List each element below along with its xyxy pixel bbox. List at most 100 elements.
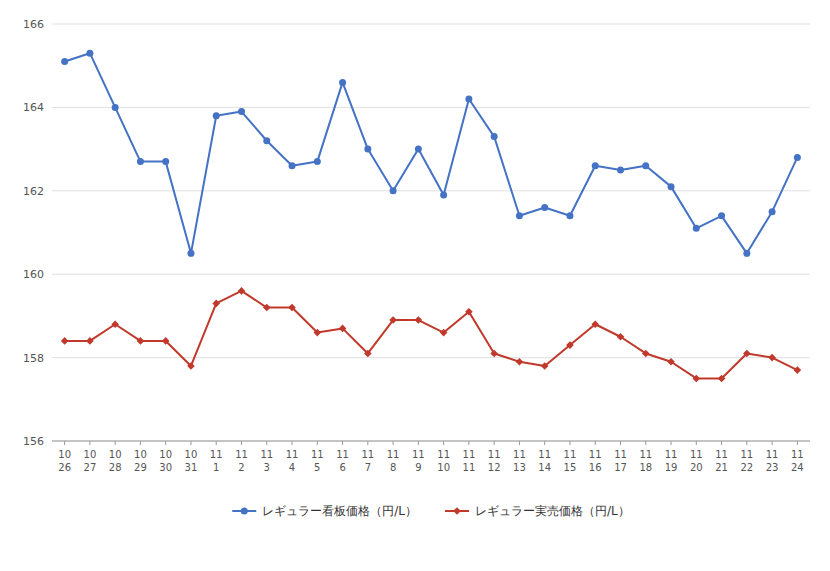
point xyxy=(212,300,220,308)
x-tick xyxy=(342,441,343,445)
grid-line xyxy=(52,107,810,108)
x-tick-label: 1117 xyxy=(614,449,627,473)
point xyxy=(743,350,751,358)
x-tick-label: 1112 xyxy=(488,449,501,473)
x-tick xyxy=(292,441,293,445)
point xyxy=(440,329,448,337)
point xyxy=(314,329,322,337)
x-tick xyxy=(468,441,469,445)
x-tick xyxy=(367,441,368,445)
x-tick xyxy=(64,441,65,445)
x-tick-label: 119 xyxy=(412,449,425,473)
point xyxy=(187,250,194,257)
y-tick-label: 156 xyxy=(23,435,44,448)
x-tick-label: 117 xyxy=(361,449,374,473)
x-tick xyxy=(115,441,116,445)
y-tick-label: 160 xyxy=(23,268,44,281)
point xyxy=(541,362,549,370)
x-tick-label: 1026 xyxy=(58,449,71,473)
x-tick-label: 113 xyxy=(260,449,273,473)
y-tick-label: 162 xyxy=(23,185,44,198)
point xyxy=(718,375,726,383)
x-tick xyxy=(721,441,722,445)
point xyxy=(137,337,145,345)
x-tick-label: 1031 xyxy=(185,449,198,473)
point xyxy=(516,212,523,219)
x-tick xyxy=(393,441,394,445)
series-line xyxy=(65,53,798,253)
point xyxy=(591,320,599,328)
point xyxy=(137,158,144,165)
x-tick-label: 1115 xyxy=(564,449,577,473)
grid-line xyxy=(52,274,810,275)
y-tick-label: 164 xyxy=(23,101,44,114)
point xyxy=(465,96,472,103)
point xyxy=(61,337,69,345)
point xyxy=(339,325,347,333)
point xyxy=(390,187,397,194)
point xyxy=(668,183,675,190)
point xyxy=(238,108,245,115)
x-tick xyxy=(595,441,596,445)
point xyxy=(516,358,524,366)
x-tick xyxy=(266,441,267,445)
legend: レギュラー看板価格（円/L）レギュラー実売価格（円/L） xyxy=(232,504,629,518)
point xyxy=(566,341,574,349)
point xyxy=(693,225,700,232)
point xyxy=(389,316,397,324)
x-tick xyxy=(216,441,217,445)
x-tick-label: 115 xyxy=(311,449,324,473)
x-tick-label: 1111 xyxy=(463,449,476,473)
point xyxy=(364,350,372,358)
x-tick-label: 118 xyxy=(387,449,400,473)
x-tick-label: 1122 xyxy=(740,449,753,473)
point xyxy=(769,208,776,215)
x-tick-label: 1120 xyxy=(690,449,703,473)
x-tick xyxy=(696,441,697,445)
x-tick xyxy=(645,441,646,445)
x-tick-label: 1110 xyxy=(437,449,450,473)
point xyxy=(187,362,195,370)
point xyxy=(415,146,422,153)
x-tick-label: 1124 xyxy=(791,449,804,473)
x-tick-label: 1028 xyxy=(109,449,122,473)
plot-area xyxy=(61,50,801,383)
point xyxy=(364,146,371,153)
y-tick-label: 166 xyxy=(23,18,44,31)
x-tick xyxy=(519,441,520,445)
point xyxy=(213,112,220,119)
point xyxy=(288,304,296,312)
x-tick-label: 1119 xyxy=(665,449,678,473)
point xyxy=(794,154,801,161)
point xyxy=(86,337,94,345)
point xyxy=(339,79,346,86)
point xyxy=(642,350,650,358)
point xyxy=(490,350,498,358)
x-tick xyxy=(620,441,621,445)
point xyxy=(289,162,296,169)
x-tick-label: 1114 xyxy=(538,449,551,473)
legend-marker xyxy=(453,507,461,515)
x-tick-label: 1029 xyxy=(134,449,147,473)
legend-item: レギュラー看板価格（円/L） xyxy=(232,504,417,518)
x-tick-label: 1123 xyxy=(766,449,779,473)
point xyxy=(541,204,548,211)
x-tick-label: 1030 xyxy=(159,449,172,473)
point xyxy=(415,316,423,324)
point xyxy=(642,162,649,169)
x-tick-label: 116 xyxy=(336,449,349,473)
x-tick-label: 1116 xyxy=(589,449,602,473)
x-tick-label: 1118 xyxy=(639,449,652,473)
x-tick-label: 114 xyxy=(286,449,299,473)
grid-line xyxy=(52,190,810,191)
grid-line xyxy=(52,357,810,358)
grid-line xyxy=(52,24,810,25)
x-axis-ticks: 1026102710281029103010311111121131141151… xyxy=(58,441,803,473)
x-tick xyxy=(494,441,495,445)
point xyxy=(768,354,776,362)
x-tick xyxy=(772,441,773,445)
point xyxy=(86,50,93,57)
point xyxy=(693,375,701,383)
point xyxy=(112,104,119,111)
x-tick xyxy=(140,441,141,445)
